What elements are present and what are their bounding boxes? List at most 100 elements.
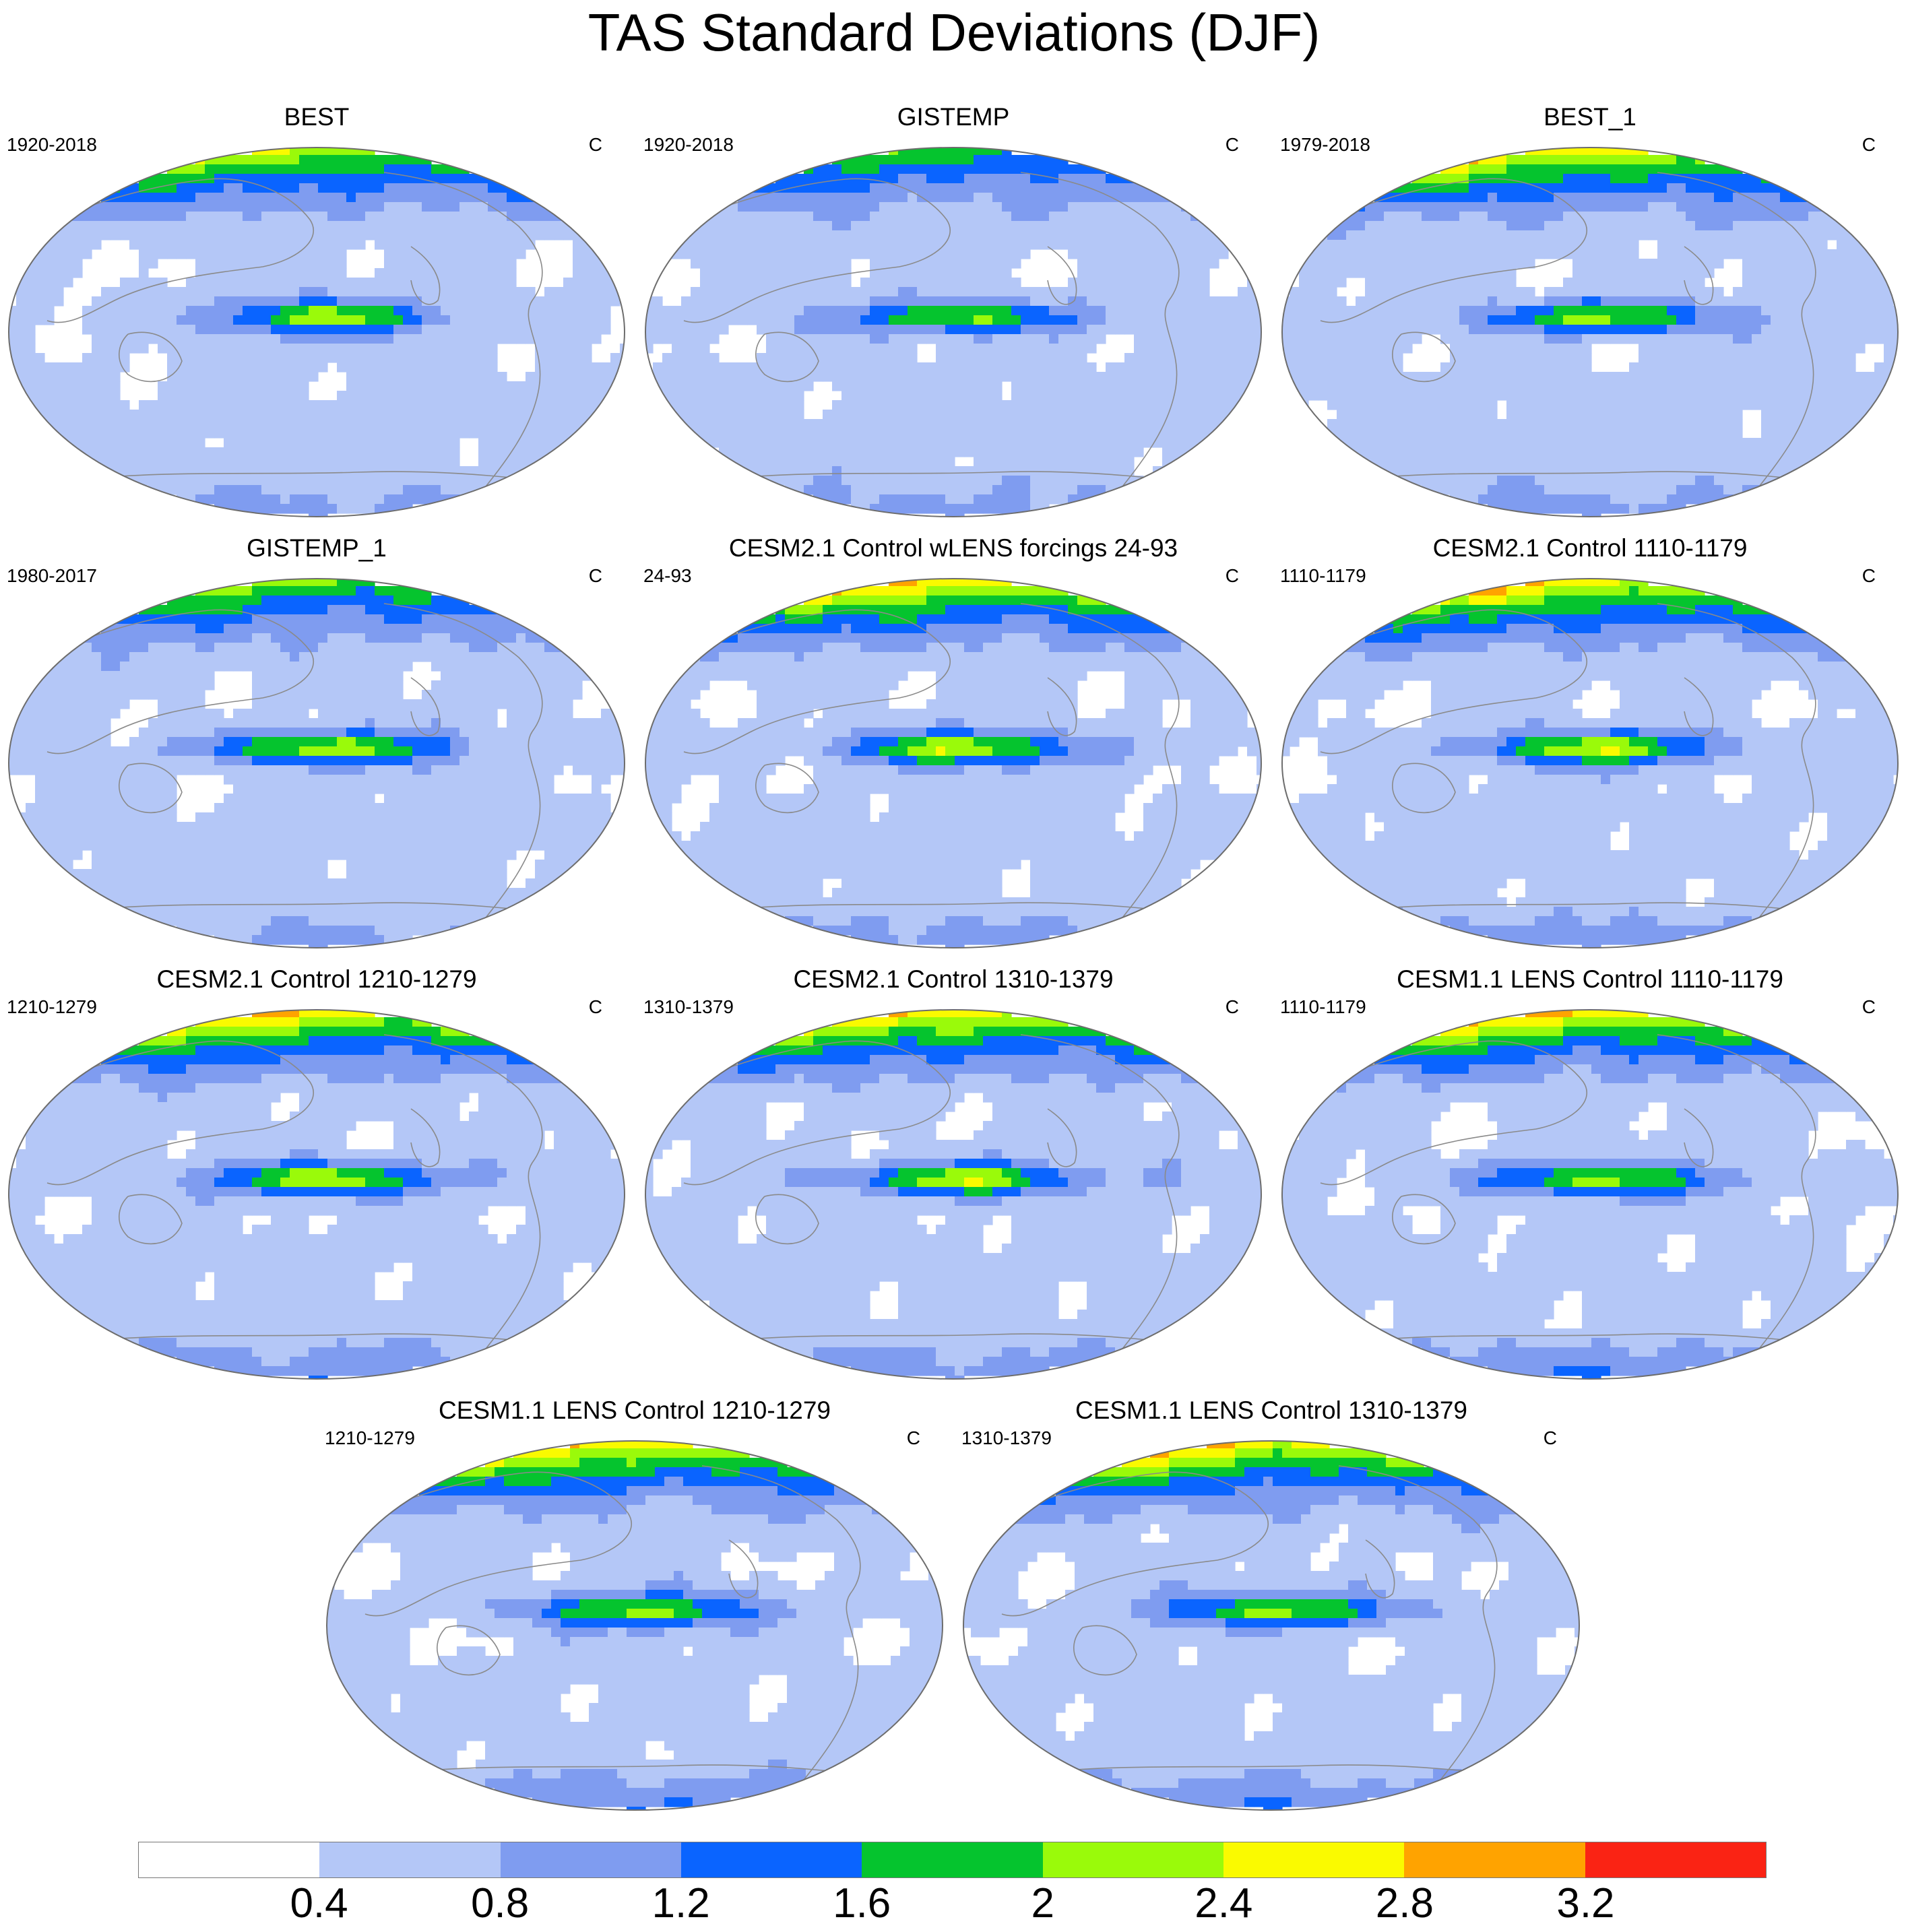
field-cell [794,400,804,410]
field-cell [280,438,290,448]
field-cell [1115,193,1125,203]
field-cell [195,428,205,439]
field-cell [186,164,196,174]
field-cell [243,381,253,391]
field-cell [403,193,413,203]
field-cell [974,174,984,184]
field-cell [167,315,177,325]
field-cell [441,315,451,325]
field-cell [375,278,385,288]
field-cell [1582,278,1592,288]
field-cell [1181,212,1191,222]
field-cell [860,287,870,297]
field-cell [1563,174,1573,184]
field-cell [813,466,823,476]
field-cell [101,391,111,401]
field-cell [653,391,663,401]
field-cell [936,400,946,410]
field-cell [1412,230,1422,240]
field-cell [497,391,507,401]
field-cell [841,400,852,410]
field-cell [926,410,936,420]
field-cell [224,278,234,288]
field-cell [709,240,720,250]
field-cell [757,315,767,325]
field-cell [290,259,300,269]
field-cell [110,400,121,410]
field-cell [700,362,710,373]
field-cell [1096,193,1106,203]
field-cell [936,494,946,505]
field-cell [1011,306,1021,316]
field-cell [403,419,413,429]
field-cell [243,164,253,174]
field-cell [422,372,432,382]
field-cell [1431,193,1441,203]
field-cell [804,438,814,448]
field-cell [177,183,187,193]
field-cell [271,278,281,288]
field-cell [1629,278,1639,288]
field-cell [384,476,394,486]
field-cell [35,287,45,297]
field-cell [1648,334,1658,344]
coastline-path [410,246,441,305]
field-cell [1789,259,1800,269]
field-cell [327,240,338,250]
field-cell [1629,183,1639,193]
field-cell [290,410,300,420]
field-cell [794,306,804,316]
field-cell [356,504,366,514]
field-cell [832,174,842,184]
field-cell [983,287,993,297]
field-cell [1219,325,1229,335]
field-cell [1040,391,1050,401]
field-cell [1049,400,1059,410]
field-cell [936,148,946,156]
field-cell [412,391,422,401]
field-cell [441,344,451,354]
field-cell [1200,428,1210,439]
field-cell [1049,410,1059,420]
field-cell [299,419,309,429]
field-cell [573,315,583,325]
field-cell [280,287,290,297]
field-cell [148,438,158,448]
field-cell [1591,259,1601,269]
field-cell [1327,306,1337,316]
field-cell [1021,315,1031,325]
field-cell [1497,193,1507,203]
field-cell [1676,315,1686,325]
field-cell [860,296,870,307]
field-cell [1780,230,1790,240]
field-cell [205,466,215,476]
field-cell [431,428,441,439]
field-cell [766,278,776,288]
field-cell [908,457,918,467]
field-cell [1535,212,1545,222]
field-cell [898,325,908,335]
field-cell [841,466,852,476]
field-cell [804,249,814,259]
field-cell [488,259,498,269]
field-cell [252,391,262,401]
field-cell [1021,438,1031,448]
field-cell [290,466,300,476]
field-cell [851,325,861,335]
field-cell [1648,164,1658,174]
field-cell [1290,325,1300,335]
map-svg [1281,147,1899,517]
field-cell [775,240,786,250]
field-cell [1761,240,1771,250]
field-cell [851,353,861,363]
field-cell [393,325,404,335]
field-cell [879,419,889,429]
field-cell [672,362,682,373]
field-cell [1620,183,1630,193]
field-cell [851,494,861,505]
field-cell [337,278,347,288]
field-cell [1488,278,1498,288]
field-cell [422,400,432,410]
field-cell [233,344,243,354]
field-cell [955,381,965,391]
